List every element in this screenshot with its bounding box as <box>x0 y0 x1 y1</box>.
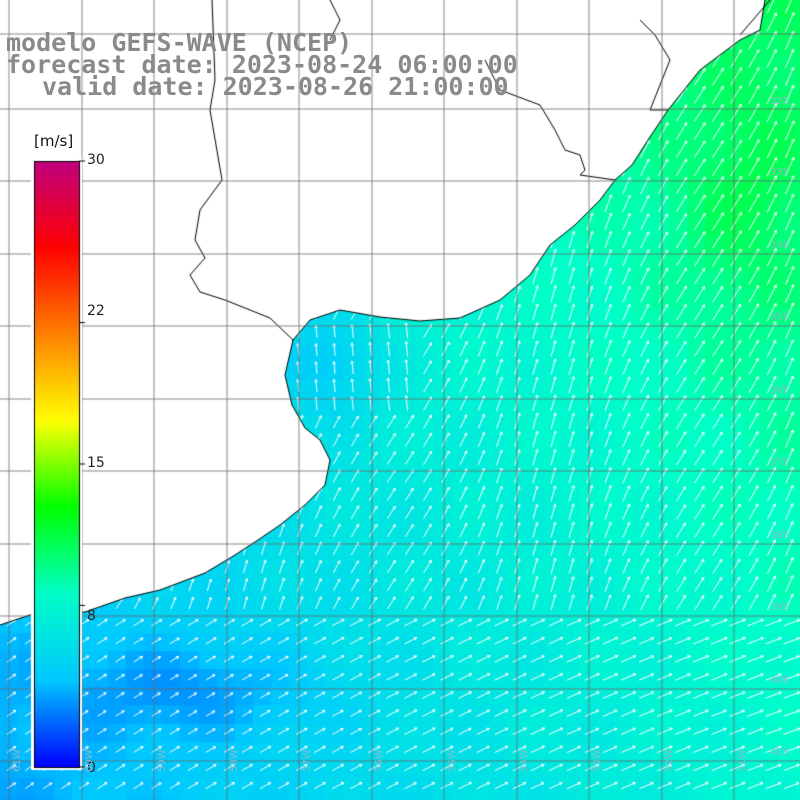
lat-label-36s: 36S <box>770 385 790 396</box>
title-model: modelo GEFS-WAVE (NCEP) <box>6 28 353 57</box>
colorbar-tick-8: 8 <box>87 608 96 624</box>
lat-label-39s: 39S <box>770 602 790 613</box>
lon-label-59w: 59W <box>157 749 168 772</box>
colorbar-tick-30: 30 <box>87 152 105 168</box>
lat-label-35s: 35S <box>770 312 790 323</box>
lat-label-38s: 38S <box>770 530 790 541</box>
lon-label-54w: 54W <box>519 749 530 772</box>
lat-label-32s: 32S <box>770 96 790 107</box>
lon-label-52w: 52W <box>664 749 675 772</box>
lon-label-55w: 55W <box>447 749 458 772</box>
lon-label-60w: 60W <box>84 749 95 772</box>
colorbar-unit: [m/s] <box>34 132 74 150</box>
lat-label-40s: 40S <box>770 675 790 686</box>
lon-label-58w: 58W <box>229 749 240 772</box>
lat-label-37s: 37S <box>770 457 790 468</box>
colorbar-tick-22: 22 <box>87 303 105 319</box>
lat-label-33s: 33S <box>770 167 790 178</box>
lon-label-51w: 51W <box>737 749 748 772</box>
lon-label-56w: 56W <box>374 749 385 772</box>
lon-label-61w: 61W <box>12 749 23 772</box>
lat-label-34s: 34S <box>770 240 790 251</box>
lon-label-53w: 53W <box>592 749 603 772</box>
lon-label-57w: 57W <box>302 749 313 772</box>
lat-label-41s: 41S <box>770 747 790 758</box>
title-valid-date: valid date: 2023-08-26 21:00:00 <box>42 72 509 101</box>
title-forecast-date: forecast date: 2023-08-24 06:00:00 <box>6 50 518 79</box>
colorbar-tick-15: 15 <box>87 455 105 471</box>
colorbar-tick-0: 0 <box>87 760 96 776</box>
